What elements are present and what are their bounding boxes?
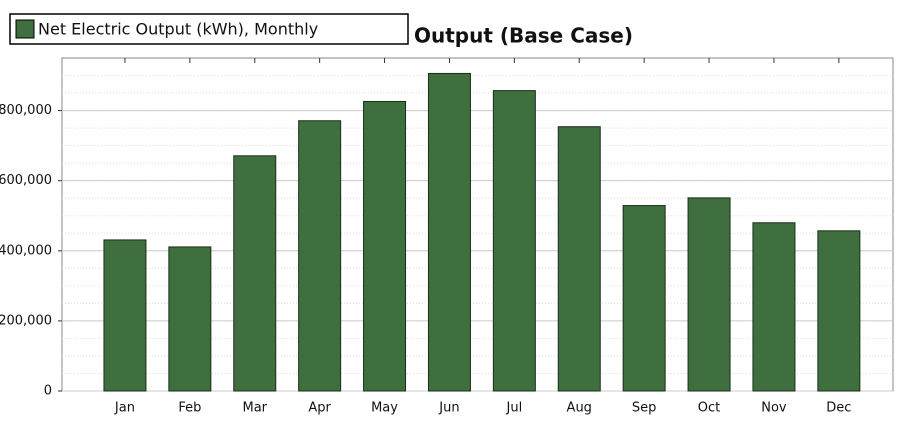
bar	[233, 155, 277, 392]
x-tick-label: Jun	[438, 401, 459, 416]
y-tick-label: 200,000	[0, 313, 52, 328]
bar	[363, 100, 407, 392]
x-tick-label: Sep	[632, 401, 657, 416]
legend-swatch	[15, 19, 35, 39]
x-tick-label: Oct	[698, 401, 720, 416]
x-tick-label: Apr	[308, 401, 331, 416]
y-tick-label: 0	[44, 384, 52, 399]
bar	[752, 222, 796, 392]
y-tick-label: 600,000	[0, 173, 52, 188]
legend-box	[9, 13, 409, 45]
x-tick-label: Feb	[178, 401, 201, 416]
y-tick-label: 800,000	[0, 103, 52, 118]
legend-label: Net Electric Output (kWh), Monthly	[38, 20, 318, 39]
x-tick-label: Nov	[761, 401, 787, 416]
bar	[622, 205, 666, 392]
bar	[817, 230, 861, 392]
y-tick-label: 400,000	[0, 243, 52, 258]
bar	[103, 239, 147, 392]
bar	[492, 90, 536, 392]
chart-title: Output (Base Case)	[414, 24, 633, 48]
x-tick-label: May	[371, 401, 398, 416]
x-tick-label: Mar	[242, 401, 267, 416]
x-tick-label: Dec	[826, 401, 851, 416]
x-tick-label: Jan	[114, 401, 135, 416]
bar	[687, 197, 731, 392]
bar	[557, 126, 601, 392]
bar	[427, 72, 471, 392]
bar	[168, 246, 212, 392]
bar	[298, 120, 342, 392]
x-tick-label: Jul	[506, 401, 523, 416]
x-tick-label: Aug	[567, 401, 592, 416]
